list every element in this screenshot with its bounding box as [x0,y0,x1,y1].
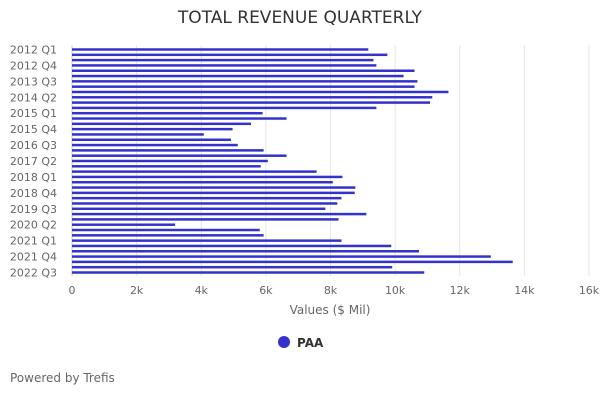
bar [72,117,287,120]
bar [72,138,231,142]
bar [72,191,355,195]
chart-title: TOTAL REVENUE QUARTERLY [177,8,423,28]
bar [72,64,377,67]
powered-by-text: Powered by Trefis [10,371,115,385]
bar [72,218,339,221]
bar [72,159,268,163]
bar [72,58,374,62]
y-tick-label: 2015 Q4 [10,123,57,136]
bar [72,127,233,131]
x-tick-label: 0 [69,284,76,297]
bar [72,96,433,99]
x-tick-label: 10k [385,284,406,297]
x-tick-label: 6k [259,284,273,297]
x-tick-label: 12k [450,284,471,297]
y-tick-label: 2014 Q2 [10,91,57,104]
bar [72,271,425,274]
y-tick-label: 2018 Q4 [10,187,57,200]
legend-label: PAA [297,336,324,350]
bar [72,85,415,88]
y-tick-label: 2019 Q3 [10,203,57,216]
bar [72,106,377,110]
bar [72,244,392,248]
bar [72,239,342,242]
bar [72,101,431,104]
bar [72,111,263,115]
y-tick-label: 2021 Q4 [10,251,57,264]
x-tick-label: 16k [579,284,600,297]
x-tick-label: 8k [324,284,338,297]
bar [72,143,238,147]
x-tick-label: 4k [195,284,209,297]
y-tick-label: 2012 Q1 [10,44,57,57]
bar [72,234,264,237]
bar [72,48,369,51]
y-tick-label: 2015 Q1 [10,107,57,120]
bar [72,170,317,173]
bar [72,80,418,83]
bar [72,186,356,189]
y-tick-label: 2022 Q3 [10,267,57,280]
bar [72,53,388,57]
bar [72,250,420,253]
bar [72,223,176,226]
y-tick-label: 2020 Q2 [10,219,57,232]
bar [72,255,491,258]
bar [72,196,342,200]
bar [72,260,513,264]
bar [72,212,367,216]
bar [72,90,449,94]
y-tick-label: 2016 Q3 [10,139,57,152]
bar [72,122,252,126]
bar [72,175,343,179]
bar [72,154,287,157]
bar [72,74,404,78]
bar [72,202,338,205]
bar [72,69,415,72]
y-tick-label: 2017 Q2 [10,155,57,168]
x-tick-label: 14k [514,284,535,297]
bar [72,228,260,232]
y-tick-label: 2021 Q1 [10,235,57,248]
y-tick-label: 2013 Q3 [10,75,57,88]
x-axis-label: Values ($ Mil) [290,303,371,317]
bar [72,149,264,152]
x-tick-label: 2k [130,284,144,297]
bar [72,180,333,184]
y-tick-label: 2012 Q4 [10,59,57,72]
y-tick-label: 2018 Q1 [10,171,57,184]
bar [72,265,393,269]
legend-marker [278,336,290,348]
bar [72,207,326,211]
bar [72,165,261,168]
bar [72,133,204,136]
